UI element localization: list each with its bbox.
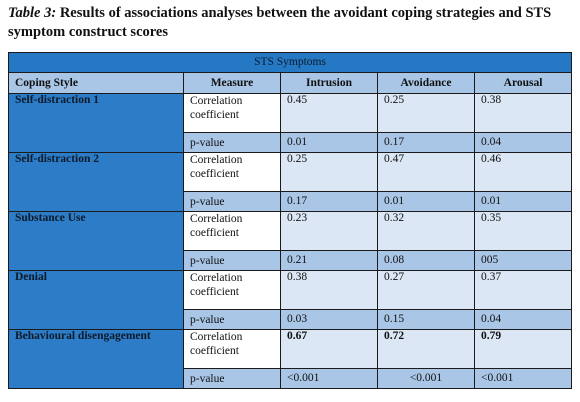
caption-lead: Table 3:	[8, 5, 57, 21]
value-cell: 0.25	[280, 152, 378, 192]
value-cell: 0.23	[280, 211, 378, 251]
value-cell: 0.17	[280, 191, 378, 212]
value-cell: 0.03	[280, 309, 378, 330]
value-cell: 0.15	[377, 309, 475, 330]
value-cell: 0.21	[280, 250, 378, 271]
value-cell: 0.32	[377, 211, 475, 251]
table-row: Self-distraction 2 Correlation coefficie…	[8, 152, 573, 212]
value-cell: 0.01	[280, 132, 378, 153]
column-header: Coping Style	[8, 72, 184, 94]
coping-style-cell: Denial	[8, 270, 184, 330]
measure-cell: p-value	[183, 191, 281, 212]
column-header: Intrusion	[280, 72, 378, 94]
value-cell: <0.001	[280, 368, 378, 389]
value-cell: 0.01	[473, 191, 573, 212]
value-cell: 0.08	[377, 250, 475, 271]
span-header: STS Symptoms	[7, 52, 573, 73]
value-cell: 0.46	[473, 152, 573, 192]
table-row: p-value <0.001 <0.001 <0.001	[9, 368, 573, 389]
value-cell: 0.01	[377, 191, 475, 212]
value-cell: 0.04	[473, 309, 573, 330]
measure-cell: p-value	[183, 250, 281, 271]
table-row: p-value 0.03 0.15 0.04	[9, 309, 573, 330]
measure-cell: Correlation coefficient	[183, 93, 281, 133]
value-cell: 0.25	[377, 93, 475, 133]
measure-cell: Correlation coefficient	[183, 270, 281, 310]
value-cell: 0.38	[473, 93, 573, 133]
coping-style-cell: Substance Use	[8, 211, 184, 271]
caption-text: Results of associations analyses between…	[8, 5, 552, 40]
value-cell: 0.72	[377, 329, 475, 369]
measure-cell: p-value	[183, 368, 281, 389]
value-cell: 0.35	[473, 211, 573, 251]
coping-style-cell: Self-distraction 2	[8, 152, 184, 212]
table-row: p-value 0.01 0.17 0.04	[9, 132, 573, 153]
value-cell: 0.04	[473, 132, 573, 153]
value-cell: <0.001	[377, 368, 475, 389]
measure-cell: Correlation coefficient	[183, 329, 281, 369]
sts-table: STS Symptoms Coping Style Measure Intrus…	[7, 52, 573, 389]
value-cell: 005	[473, 250, 573, 271]
column-header: Measure	[183, 72, 281, 94]
value-cell: 0.17	[377, 132, 475, 153]
column-header: Avoidance	[377, 72, 475, 94]
table-row: Self-distraction 1 Correlation coefficie…	[8, 93, 573, 153]
table-row: p-value 0.21 0.08 005	[9, 250, 573, 271]
value-cell: 0.79	[473, 329, 573, 369]
measure-cell: p-value	[183, 132, 281, 153]
value-cell: 0.67	[280, 329, 378, 369]
measure-cell: Correlation coefficient	[183, 152, 281, 192]
table-caption: Table 3: Results of associations analyse…	[8, 4, 574, 42]
value-cell: 0.47	[377, 152, 475, 192]
measure-cell: p-value	[183, 309, 281, 330]
value-cell: <0.001	[473, 368, 573, 389]
coping-style-cell: Behavioural disengagement	[8, 329, 184, 389]
value-cell: 0.38	[280, 270, 378, 310]
measure-cell: Correlation coefficient	[183, 211, 281, 251]
value-cell: 0.37	[473, 270, 573, 310]
coping-style-cell: Self-distraction 1	[8, 93, 184, 153]
value-cell: 0.45	[280, 93, 378, 133]
value-cell: 0.27	[377, 270, 475, 310]
column-header: Arousal	[473, 72, 573, 94]
table-row: Behavioural disengagement Correlation co…	[8, 329, 573, 389]
table-row: Substance Use Correlation coefficient 0.…	[8, 211, 573, 271]
table-row: Denial Correlation coefficient 0.38 0.27…	[8, 270, 573, 330]
